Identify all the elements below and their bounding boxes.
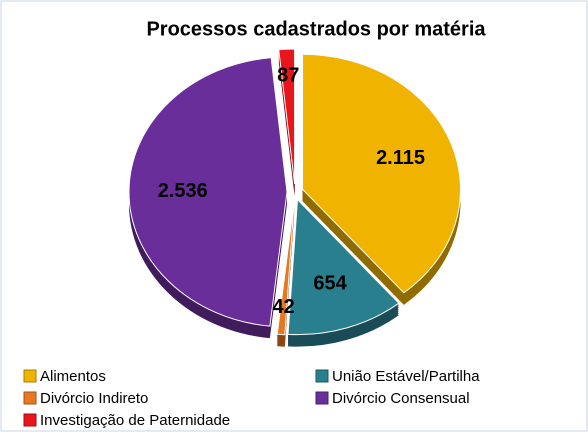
slice xyxy=(276,199,295,336)
data-label: 42 xyxy=(273,296,295,318)
legend-swatch xyxy=(23,391,37,405)
legend-label: Investigação de Paternidade xyxy=(40,412,230,429)
slice xyxy=(302,53,462,294)
legend-swatch xyxy=(23,413,37,427)
slice xyxy=(287,198,400,336)
data-label: 2.536 xyxy=(158,180,208,202)
legend-swatch xyxy=(23,369,37,383)
data-label: 87 xyxy=(277,64,299,86)
legend-label: Alimentos xyxy=(40,368,106,385)
chart-title: Processos cadastrados por matéria xyxy=(146,18,486,40)
legend-label: Divórcio Consensual xyxy=(332,390,470,407)
legend-label: Divórcio Indireto xyxy=(40,390,148,407)
legend-swatch xyxy=(315,391,329,405)
data-label: 654 xyxy=(313,273,347,295)
data-label: 2.115 xyxy=(376,147,425,169)
legend-swatch xyxy=(315,369,329,383)
slice xyxy=(278,48,296,185)
legend-label: União Estável/Partilha xyxy=(332,368,480,385)
slice xyxy=(128,57,288,327)
